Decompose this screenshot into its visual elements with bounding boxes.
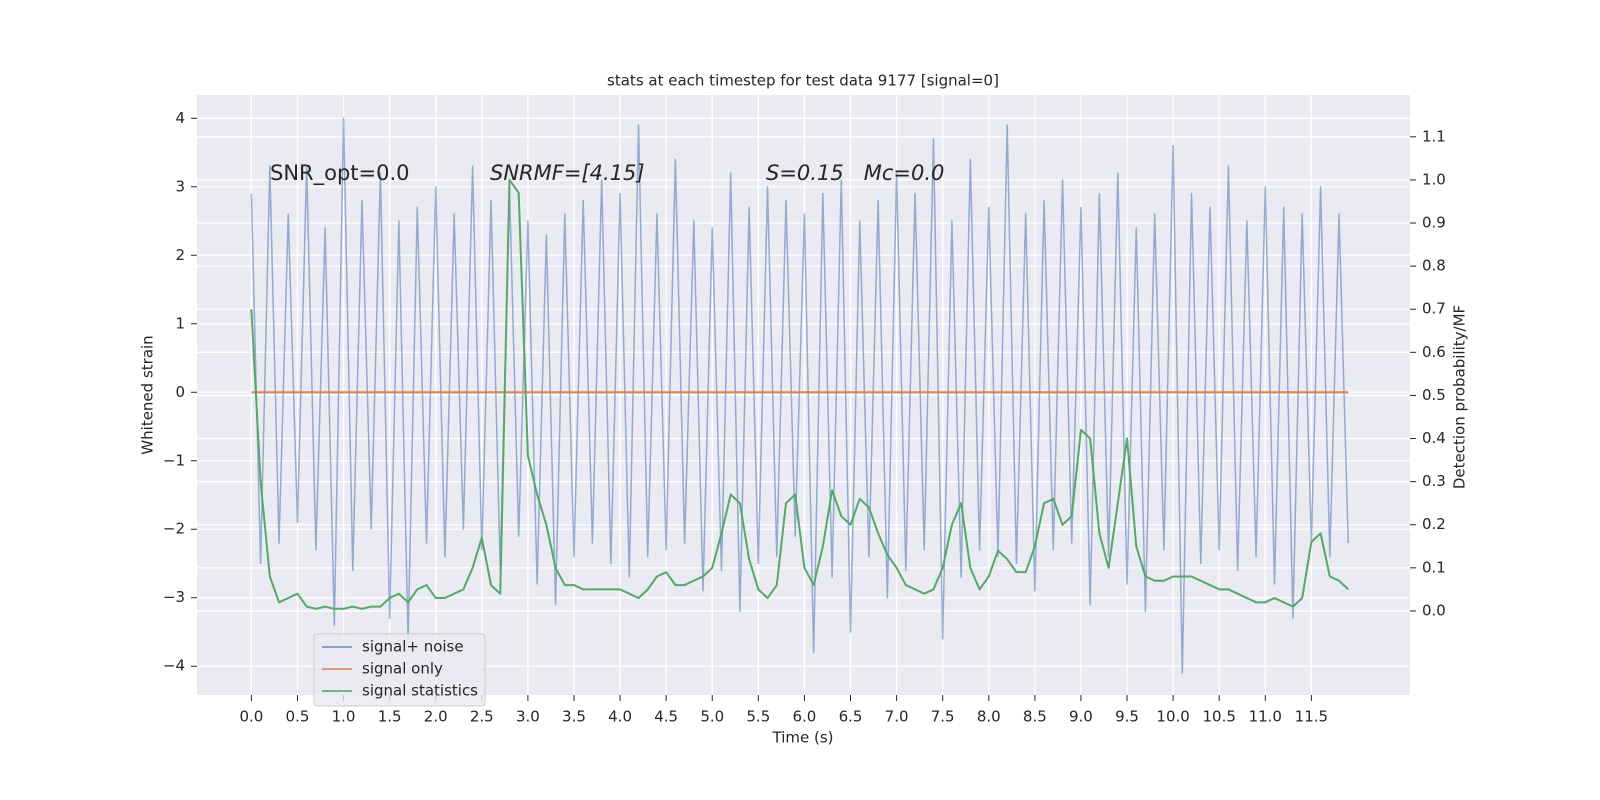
x-tick-label: 9.5 bbox=[1115, 708, 1139, 726]
y2-tick-label: 0.6 bbox=[1422, 343, 1446, 361]
x-tick-label: 10.5 bbox=[1202, 708, 1235, 726]
x-tick-label: 9.0 bbox=[1069, 708, 1093, 726]
x-tick-label: 1.0 bbox=[332, 708, 356, 726]
legend-label: signal statistics bbox=[362, 682, 478, 700]
y-tick-label: −4 bbox=[163, 657, 185, 675]
x-tick-label: 8.0 bbox=[977, 708, 1001, 726]
x-tick-label: 4.0 bbox=[608, 708, 632, 726]
legend-label: signal+ noise bbox=[362, 638, 464, 656]
series-line bbox=[250, 117, 1349, 674]
y-tick-label: −1 bbox=[163, 451, 185, 469]
data bbox=[250, 117, 1349, 674]
y2-tick-label: 0.3 bbox=[1422, 472, 1446, 490]
x-tick-label: 5.0 bbox=[700, 708, 724, 726]
x-axis-label: Time (s) bbox=[772, 729, 834, 747]
x-tick-label: 5.5 bbox=[746, 708, 770, 726]
x-tick-label: 11.5 bbox=[1295, 708, 1328, 726]
x-tick-label: 6.5 bbox=[839, 708, 863, 726]
x-tick-label: 4.5 bbox=[654, 708, 678, 726]
y2-tick-label: 1.1 bbox=[1422, 127, 1446, 145]
x-tick-label: 1.5 bbox=[378, 708, 402, 726]
annotation: SNR_opt=0.0 bbox=[270, 161, 410, 186]
y-tick-label: 1 bbox=[175, 314, 185, 332]
axes: 0.0 0.5 1.0 1.5 2.0 2.5 3.0 3.5 4.0 4.5 5.0 5.5 6.0 6… bbox=[163, 109, 1446, 726]
x-tick-label: 10.0 bbox=[1156, 708, 1189, 726]
x-tick-label: 2.0 bbox=[424, 708, 448, 726]
x-tick-label: 0.5 bbox=[286, 708, 310, 726]
y-tick-label: 0 bbox=[175, 383, 185, 401]
legend-label: signal only bbox=[362, 660, 443, 678]
chart-title: stats at each timestep for test data 917… bbox=[607, 72, 999, 90]
x-tick-label: 7.5 bbox=[931, 708, 955, 726]
y-axis-label: Whitened strain bbox=[139, 335, 157, 454]
legend-box bbox=[313, 633, 486, 707]
y2-tick-label: 0.8 bbox=[1422, 257, 1446, 275]
y2-tick-label: 0.5 bbox=[1422, 386, 1446, 404]
annotation: S=0.15 Mc=0.0 bbox=[766, 161, 944, 185]
y2-tick-label: 1.0 bbox=[1422, 170, 1446, 188]
y2-tick-label: 0.9 bbox=[1422, 214, 1446, 232]
x-tick-label: 3.5 bbox=[562, 708, 586, 726]
legend: signal+ noise signal only signal statistic… bbox=[313, 633, 486, 707]
annotation: SNRMF=[4.15] bbox=[490, 161, 645, 185]
x-tick-label: 2.5 bbox=[470, 708, 494, 726]
x-tick-label: 0.0 bbox=[239, 708, 263, 726]
x-tick-label: 8.5 bbox=[1023, 708, 1047, 726]
y2-axis-label: Detection probability/MF bbox=[1451, 305, 1469, 489]
y2-tick-label: 0.7 bbox=[1422, 300, 1446, 318]
series-line bbox=[250, 178, 1349, 610]
y-tick-label: 2 bbox=[175, 246, 185, 264]
x-tick-label: 7.0 bbox=[885, 708, 909, 726]
x-tick-label: 11.0 bbox=[1249, 708, 1282, 726]
y-tick-label: 4 bbox=[175, 109, 185, 127]
y-tick-label: −2 bbox=[163, 520, 185, 538]
y2-tick-label: 0.2 bbox=[1422, 515, 1446, 533]
y-tick-label: 3 bbox=[175, 177, 185, 195]
y2-tick-label: 0.4 bbox=[1422, 429, 1446, 447]
y2-tick-label: 0.1 bbox=[1422, 558, 1446, 576]
y2-tick-label: 0.0 bbox=[1422, 601, 1446, 619]
x-tick-label: 6.0 bbox=[792, 708, 816, 726]
y-tick-label: −3 bbox=[163, 588, 185, 606]
x-tick-label: 3.0 bbox=[516, 708, 540, 726]
